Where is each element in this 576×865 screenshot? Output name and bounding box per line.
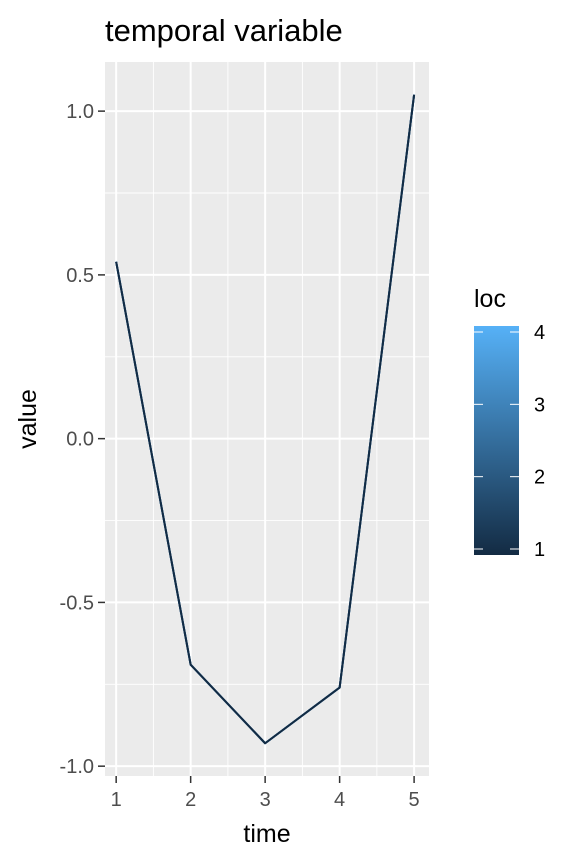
legend-label: 2	[534, 467, 545, 489]
legend-label: 4	[534, 322, 545, 344]
y-axis-title: value	[14, 389, 42, 449]
legend-colorbar	[474, 326, 519, 555]
legend-title: loc	[474, 285, 506, 313]
y-axis: 1.0 0.5 0.0 -0.5 -1.0	[60, 101, 105, 778]
x-tick-label: 3	[260, 789, 271, 811]
x-tick-label: 4	[334, 789, 345, 811]
y-tick-label: 0.5	[66, 265, 94, 287]
major-grid-lines	[105, 62, 429, 776]
x-tick-label: 5	[409, 789, 420, 811]
data-lines	[115, 94, 416, 745]
legend-label: 3	[534, 394, 545, 416]
series-line-loc-1	[115, 94, 416, 745]
y-tick-label: 1.0	[66, 101, 94, 123]
minor-grid-lines	[105, 62, 429, 776]
x-axis: 1 2 3 4 5	[111, 776, 420, 811]
x-tick-label: 2	[185, 789, 196, 811]
y-tick-label: 0.0	[66, 429, 94, 451]
legend-label: 1	[534, 539, 545, 561]
x-axis-title: time	[243, 820, 290, 848]
chart-title: temporal variable	[105, 13, 343, 48]
y-tick-label: -0.5	[60, 592, 94, 614]
legend: loc 4 3 2 1	[474, 285, 545, 561]
y-tick-label: -1.0	[60, 756, 94, 778]
x-tick-label: 1	[111, 789, 122, 811]
plot-panel	[105, 62, 429, 776]
